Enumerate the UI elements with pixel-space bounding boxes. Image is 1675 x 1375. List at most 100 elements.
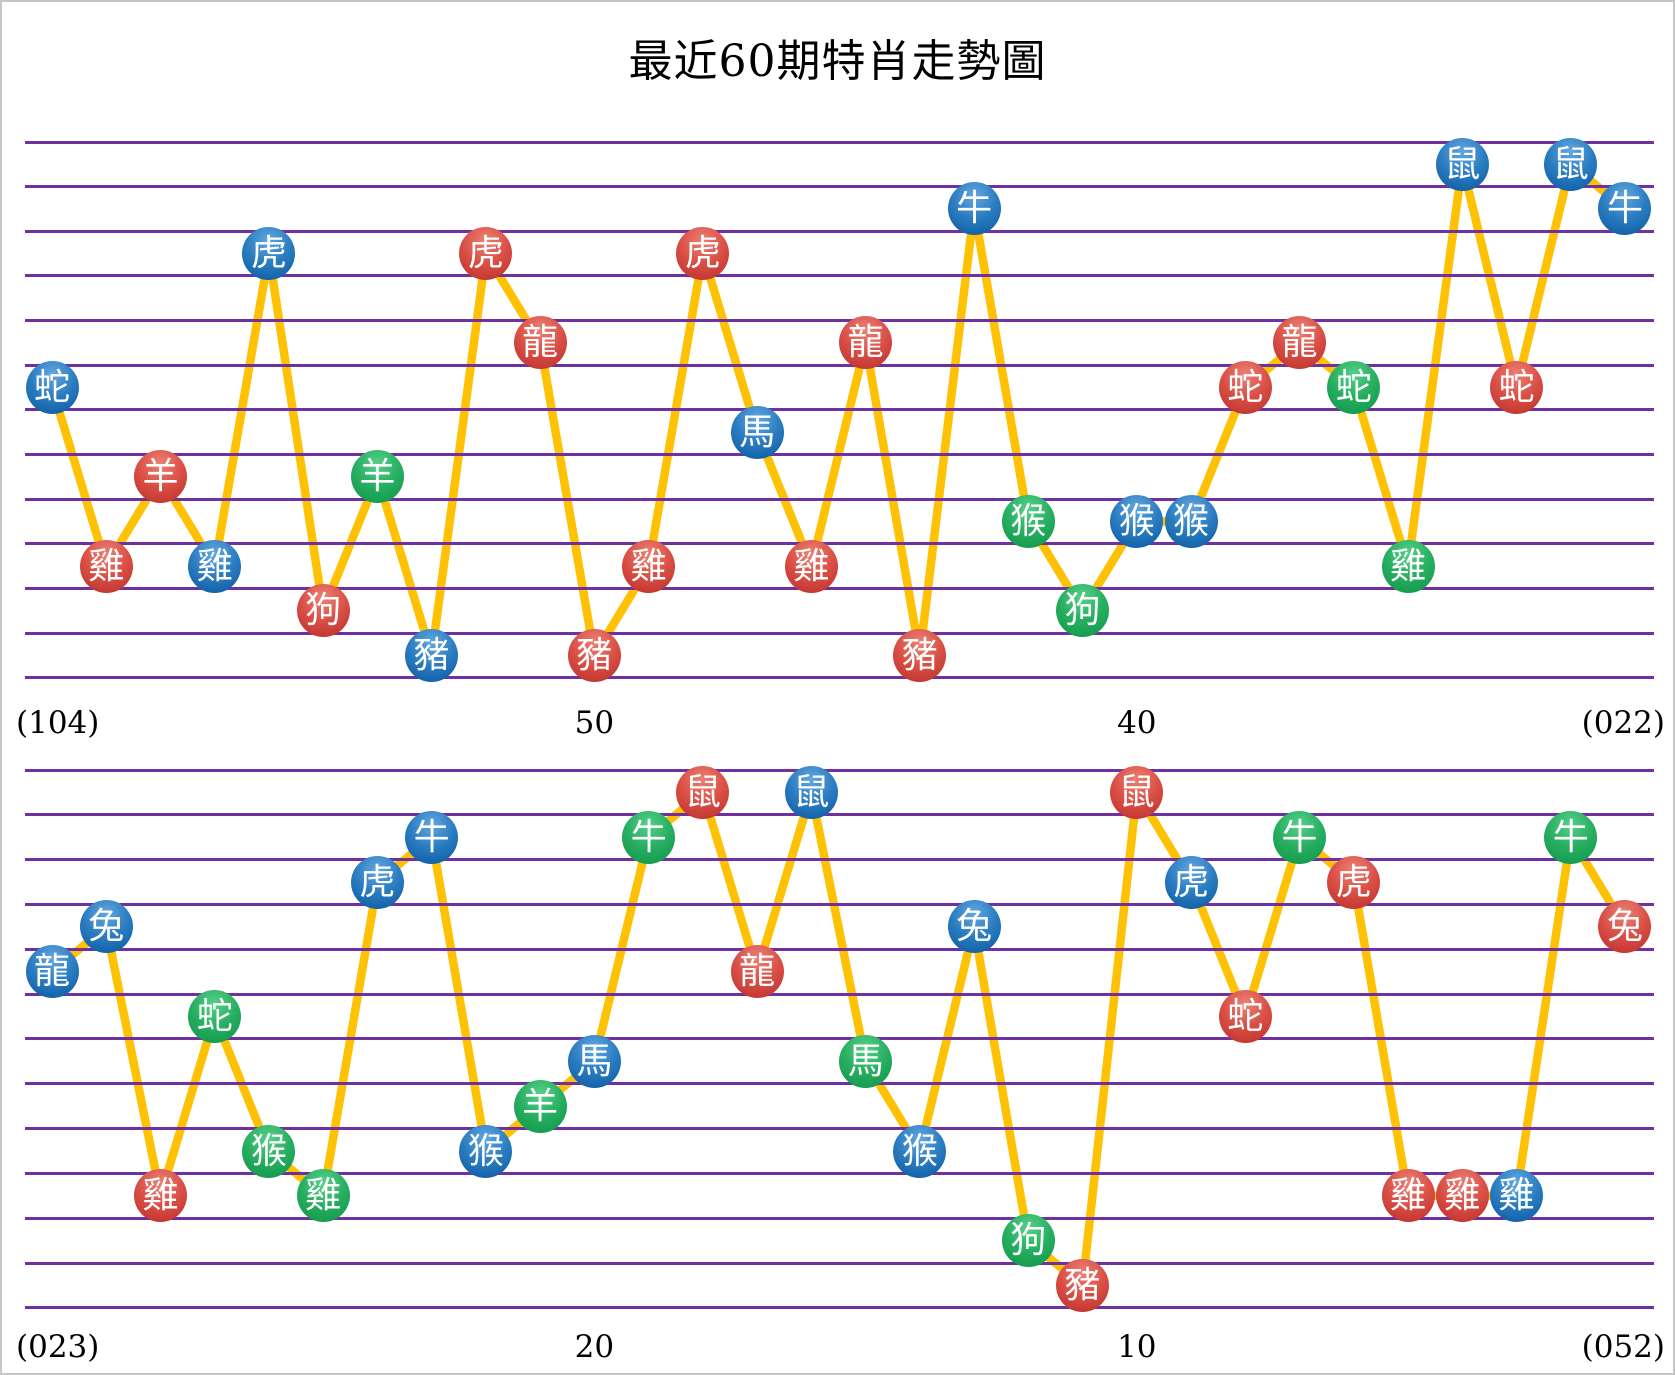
zodiac-character: 豬 xyxy=(1064,1265,1101,1307)
gridline xyxy=(25,185,1654,189)
zodiac-character: 兔 xyxy=(88,906,125,948)
chart-point: 龍 xyxy=(730,945,784,999)
zodiac-character: 雞 xyxy=(142,1175,179,1217)
gridline xyxy=(25,319,1654,323)
gridline xyxy=(25,813,1654,817)
zodiac-character: 雞 xyxy=(88,545,125,587)
gridline xyxy=(25,1082,1654,1086)
axis-label: (022) xyxy=(1581,705,1665,741)
chart-point: 蛇 xyxy=(1218,990,1272,1044)
chart-point: 猴 xyxy=(1110,494,1164,548)
chart-point: 牛 xyxy=(1598,182,1652,236)
chart-point: 猴 xyxy=(1164,494,1218,548)
zodiac-character: 猴 xyxy=(1173,500,1210,542)
gridline xyxy=(25,858,1654,862)
zodiac-character: 猴 xyxy=(250,1130,287,1172)
zodiac-character: 猴 xyxy=(1010,500,1047,542)
chart-point: 猴 xyxy=(242,1124,296,1178)
chart-point: 鼠 xyxy=(784,765,838,819)
chart-point: 馬 xyxy=(839,1034,893,1088)
gridline xyxy=(25,992,1654,996)
gridline xyxy=(25,1037,1654,1041)
gridline xyxy=(25,1127,1654,1131)
chart-point: 雞 xyxy=(133,1169,187,1223)
chart-point: 豬 xyxy=(405,628,459,682)
axis-label: (104) xyxy=(16,705,100,741)
zodiac-character: 蛇 xyxy=(1227,367,1264,409)
zodiac-character: 蛇 xyxy=(1227,996,1264,1038)
chart-point: 馬 xyxy=(567,1034,621,1088)
zodiac-character: 蛇 xyxy=(196,996,233,1038)
gridline xyxy=(25,229,1654,233)
zodiac-character: 猴 xyxy=(901,1130,938,1172)
chart-point: 雞 xyxy=(1435,1169,1489,1223)
zodiac-character: 龍 xyxy=(33,951,70,993)
zodiac-character: 牛 xyxy=(956,188,993,230)
chart-point: 狗 xyxy=(296,584,350,638)
chart-point: 雞 xyxy=(1489,1169,1543,1223)
gridline xyxy=(25,1306,1654,1310)
chart-point: 龍 xyxy=(25,945,79,999)
chart-point: 牛 xyxy=(947,182,1001,236)
chart-point: 蛇 xyxy=(25,361,79,415)
zodiac-character: 虎 xyxy=(467,233,504,275)
zodiac-character: 龍 xyxy=(847,322,884,364)
chart-point: 蛇 xyxy=(1218,361,1272,415)
zodiac-character: 雞 xyxy=(196,545,233,587)
chart-point: 牛 xyxy=(1273,810,1327,864)
chart-point: 龍 xyxy=(1273,316,1327,370)
gridline xyxy=(25,363,1654,367)
chart-point: 猴 xyxy=(1001,494,1055,548)
gridline xyxy=(25,676,1654,680)
chart-point: 虎 xyxy=(676,227,730,281)
gridline xyxy=(25,947,1654,951)
zodiac-character: 龍 xyxy=(522,322,559,364)
zodiac-character: 鼠 xyxy=(1444,143,1481,185)
zodiac-character: 羊 xyxy=(522,1085,559,1127)
chart-point: 雞 xyxy=(622,539,676,593)
chart-point: 馬 xyxy=(730,405,784,459)
chart-point: 豬 xyxy=(567,628,621,682)
chart-point: 羊 xyxy=(133,450,187,504)
zodiac-character: 龍 xyxy=(739,951,776,993)
gridline xyxy=(25,452,1654,456)
gridline xyxy=(25,1216,1654,1220)
zodiac-character: 狗 xyxy=(1064,590,1101,632)
zodiac-character: 虎 xyxy=(359,861,396,903)
chart-title: 最近60期特肖走勢圖 xyxy=(628,36,1047,87)
chart-point: 蛇 xyxy=(1489,361,1543,415)
axis-label: 40 xyxy=(1117,705,1157,741)
zodiac-character: 猴 xyxy=(467,1130,504,1172)
zodiac-character: 蛇 xyxy=(1335,367,1372,409)
zodiac-character: 兔 xyxy=(1606,906,1643,948)
zodiac-character: 雞 xyxy=(630,545,667,587)
chart-point: 牛 xyxy=(622,810,676,864)
zodiac-character: 虎 xyxy=(1173,861,1210,903)
chart-point: 虎 xyxy=(350,855,404,909)
zodiac-character: 鼠 xyxy=(793,771,830,813)
chart-point: 猴 xyxy=(893,1124,947,1178)
chart-point: 鼠 xyxy=(1544,137,1598,191)
chart-point: 雞 xyxy=(1381,1169,1435,1223)
gridline xyxy=(25,140,1654,144)
zodiac-character: 鼠 xyxy=(684,771,721,813)
chart-point: 狗 xyxy=(1056,584,1110,638)
gridline xyxy=(25,497,1654,501)
chart-point: 兔 xyxy=(79,900,133,954)
axis-label: 50 xyxy=(574,705,615,741)
axis-label: 10 xyxy=(1117,1329,1157,1365)
chart-point: 雞 xyxy=(188,539,242,593)
gridline xyxy=(25,768,1654,772)
chart-point: 鼠 xyxy=(1110,765,1164,819)
chart-point: 龍 xyxy=(839,316,893,370)
axis-label: 20 xyxy=(574,1329,615,1365)
chart-point: 鼠 xyxy=(676,765,730,819)
gridline xyxy=(25,631,1654,635)
zodiac-character: 虎 xyxy=(250,233,287,275)
gridline xyxy=(25,586,1654,590)
chart-point: 虎 xyxy=(242,227,296,281)
zodiac-character: 雞 xyxy=(1389,545,1426,587)
chart-point: 雞 xyxy=(79,539,133,593)
chart-point: 雞 xyxy=(296,1169,350,1223)
chart-point: 猴 xyxy=(459,1124,513,1178)
